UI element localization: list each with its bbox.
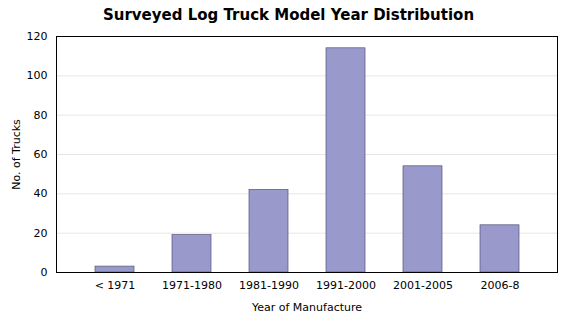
svg-text:100: 100	[27, 69, 48, 82]
svg-text:60: 60	[34, 148, 48, 161]
svg-text:< 1971: < 1971	[95, 279, 136, 292]
svg-text:2006-8: 2006-8	[481, 279, 520, 292]
svg-text:2001-2005: 2001-2005	[393, 279, 453, 292]
svg-text:40: 40	[34, 187, 48, 200]
svg-text:20: 20	[34, 227, 48, 240]
svg-text:1981-1990: 1981-1990	[239, 279, 299, 292]
svg-text:No. of Trucks: No. of Trucks	[10, 119, 23, 190]
html-text:Surveyed Log Truck Model Year: Surveyed Log Truck Model Year Distributi…	[102, 6, 475, 24]
svg-text:Year of Manufacture: Year of Manufacture	[251, 301, 362, 314]
svg-text:0: 0	[41, 266, 48, 279]
svg-text:1991-2000: 1991-2000	[316, 279, 376, 292]
svg-text:120: 120	[27, 30, 48, 43]
svg-text:80: 80	[34, 109, 48, 122]
svg-text:1971-1980: 1971-1980	[162, 279, 222, 292]
